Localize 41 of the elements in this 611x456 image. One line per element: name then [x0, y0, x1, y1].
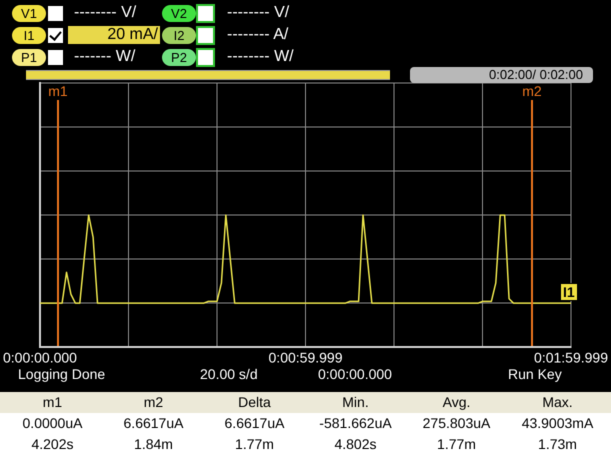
- annotation: I1: [560, 283, 578, 301]
- text: 1.77m: [234, 436, 275, 452]
- vertical-cursor: m1: [48, 83, 68, 346]
- vertical-cursor: m2: [522, 83, 542, 346]
- text: Run Key: [508, 366, 562, 382]
- text: 1.73m: [537, 436, 578, 452]
- text: 6.6617uA: [224, 415, 286, 431]
- text: 20 mA/: [68, 26, 160, 44]
- text: 6.6617uA: [122, 415, 184, 431]
- text: 0:00:00.000: [318, 366, 392, 382]
- text: -581.662uA: [318, 415, 393, 431]
- text: 4.202s: [30, 436, 75, 452]
- text: Avg.: [442, 394, 472, 410]
- text: Delta: [237, 394, 272, 410]
- text: -------- W/: [226, 48, 295, 66]
- text: Max.: [541, 394, 574, 410]
- text: 1.84m: [133, 436, 174, 452]
- x-tick-label: 0:01:59.999: [534, 349, 608, 366]
- text: -------- A/: [226, 26, 290, 44]
- text: ------- W/: [73, 48, 136, 66]
- text: P1: [12, 49, 46, 66]
- text: -------- V/: [226, 4, 290, 22]
- text: I2: [162, 27, 196, 44]
- text: 4.802s: [333, 436, 378, 452]
- text: V2: [162, 5, 196, 22]
- text: 275.803uA: [422, 415, 492, 431]
- text: -------- V/: [73, 4, 138, 22]
- text: Min.: [341, 394, 370, 410]
- text: P2: [162, 49, 196, 66]
- text: 0.0000uA: [22, 415, 84, 431]
- text: Logging Done: [18, 366, 106, 382]
- x-tick-label: 0:00:00.000: [2, 349, 78, 366]
- text: 0:02:00/ 0:02:00: [410, 67, 593, 83]
- text: 43.9003mA: [520, 415, 594, 431]
- text: 1.77m: [436, 436, 477, 452]
- text: V1: [12, 5, 46, 22]
- x-tick-label: 0:00:59.999: [268, 349, 343, 366]
- text: m1: [42, 394, 64, 410]
- text: 20.00 s/d: [200, 366, 258, 382]
- text: m2: [142, 394, 164, 410]
- text: I1: [12, 27, 46, 44]
